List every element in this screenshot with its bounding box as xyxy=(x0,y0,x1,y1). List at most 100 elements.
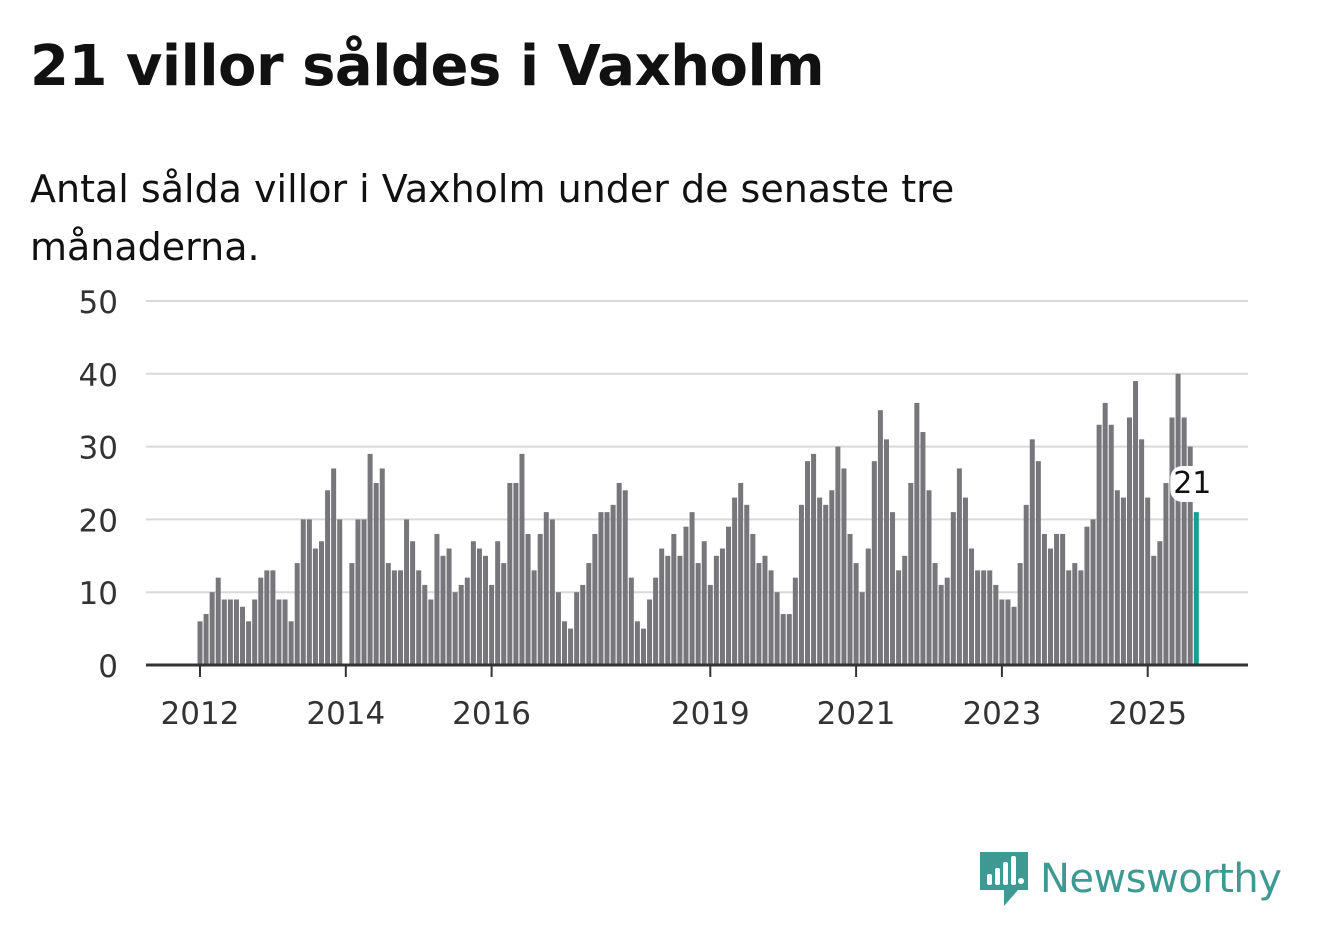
bar xyxy=(240,606,246,665)
bar xyxy=(695,563,701,665)
bar xyxy=(896,570,902,665)
bar xyxy=(768,570,774,665)
highlight-label-bg xyxy=(1170,466,1215,502)
bar xyxy=(640,628,646,665)
bar xyxy=(786,614,792,665)
bar xyxy=(1029,439,1035,665)
bar xyxy=(683,526,689,665)
bar xyxy=(738,483,744,665)
bar xyxy=(1060,533,1066,665)
bar xyxy=(956,468,962,665)
bar xyxy=(707,584,713,665)
bar xyxy=(659,548,665,665)
highlight-label-group: 21 xyxy=(1170,466,1215,502)
bar xyxy=(355,519,361,665)
bar xyxy=(1041,533,1047,665)
bar xyxy=(890,512,896,665)
bar xyxy=(422,584,428,665)
bar xyxy=(489,584,495,665)
bar xyxy=(227,599,233,665)
bar xyxy=(294,563,300,665)
chart-subtitle: Antal sålda villor i Vaxholm under de se… xyxy=(30,167,955,269)
bar xyxy=(926,490,932,665)
y-tick-label: 50 xyxy=(79,285,118,321)
bar xyxy=(531,570,537,665)
bar xyxy=(300,519,306,665)
bar xyxy=(1102,402,1108,665)
bars xyxy=(197,373,1199,665)
bar xyxy=(719,548,725,665)
bar xyxy=(385,563,391,665)
bar xyxy=(434,533,440,665)
highlight-value-label: 21 xyxy=(1173,466,1211,501)
bar xyxy=(562,621,567,665)
bar xyxy=(361,519,367,665)
bar xyxy=(811,453,817,665)
bar xyxy=(847,533,853,665)
bar xyxy=(337,519,343,665)
bar xyxy=(580,584,586,665)
bar xyxy=(428,599,434,665)
bar xyxy=(732,497,738,665)
y-tick-label: 30 xyxy=(79,431,118,467)
bar xyxy=(944,577,950,665)
bar xyxy=(671,533,677,665)
bar xyxy=(756,563,762,665)
bar xyxy=(276,599,282,665)
bar xyxy=(877,410,883,665)
bar xyxy=(634,621,640,665)
bar xyxy=(829,490,835,665)
bar xyxy=(871,461,877,665)
bar xyxy=(647,599,653,665)
bar xyxy=(865,548,871,665)
bar xyxy=(1157,541,1163,665)
bar xyxy=(1108,424,1114,665)
bar xyxy=(689,512,695,665)
bar xyxy=(203,614,209,665)
bar xyxy=(1054,533,1060,665)
bar xyxy=(574,592,580,665)
bar xyxy=(470,541,476,665)
bar xyxy=(215,577,221,665)
bar xyxy=(325,490,331,665)
newsworthy-icon xyxy=(980,852,1028,906)
bar xyxy=(476,548,482,665)
bar xyxy=(999,599,1005,665)
bar xyxy=(1005,599,1011,665)
bar xyxy=(410,541,416,665)
x-tick-label: 2023 xyxy=(962,696,1041,732)
bar xyxy=(598,512,604,665)
bar xyxy=(416,570,422,665)
bar xyxy=(805,461,810,665)
bar xyxy=(592,533,598,665)
bar xyxy=(914,402,920,665)
x-tick-label: 2016 xyxy=(452,696,531,732)
bar xyxy=(653,577,659,665)
y-tick-label: 20 xyxy=(79,503,118,539)
bar xyxy=(1139,439,1145,665)
bar xyxy=(519,453,525,665)
bar xyxy=(1066,570,1072,665)
bar xyxy=(258,577,264,665)
bar xyxy=(440,555,446,665)
bar xyxy=(622,490,628,665)
bar xyxy=(555,592,561,665)
bar xyxy=(780,614,786,665)
bar xyxy=(1114,490,1120,665)
y-tick-label: 40 xyxy=(79,358,118,394)
bar xyxy=(987,570,993,665)
bar xyxy=(1133,381,1139,665)
bar xyxy=(209,592,215,665)
bar xyxy=(677,555,683,665)
bar xyxy=(817,497,823,665)
bar xyxy=(331,468,337,665)
bar xyxy=(616,483,622,665)
bar xyxy=(495,541,501,665)
bar xyxy=(610,504,616,665)
bar xyxy=(1120,497,1126,665)
bar xyxy=(981,570,987,665)
bar xyxy=(701,541,707,665)
bar xyxy=(379,468,385,665)
bar xyxy=(604,512,610,665)
y-axis-ticks: 0 10 20 30 40 50 xyxy=(79,285,118,685)
